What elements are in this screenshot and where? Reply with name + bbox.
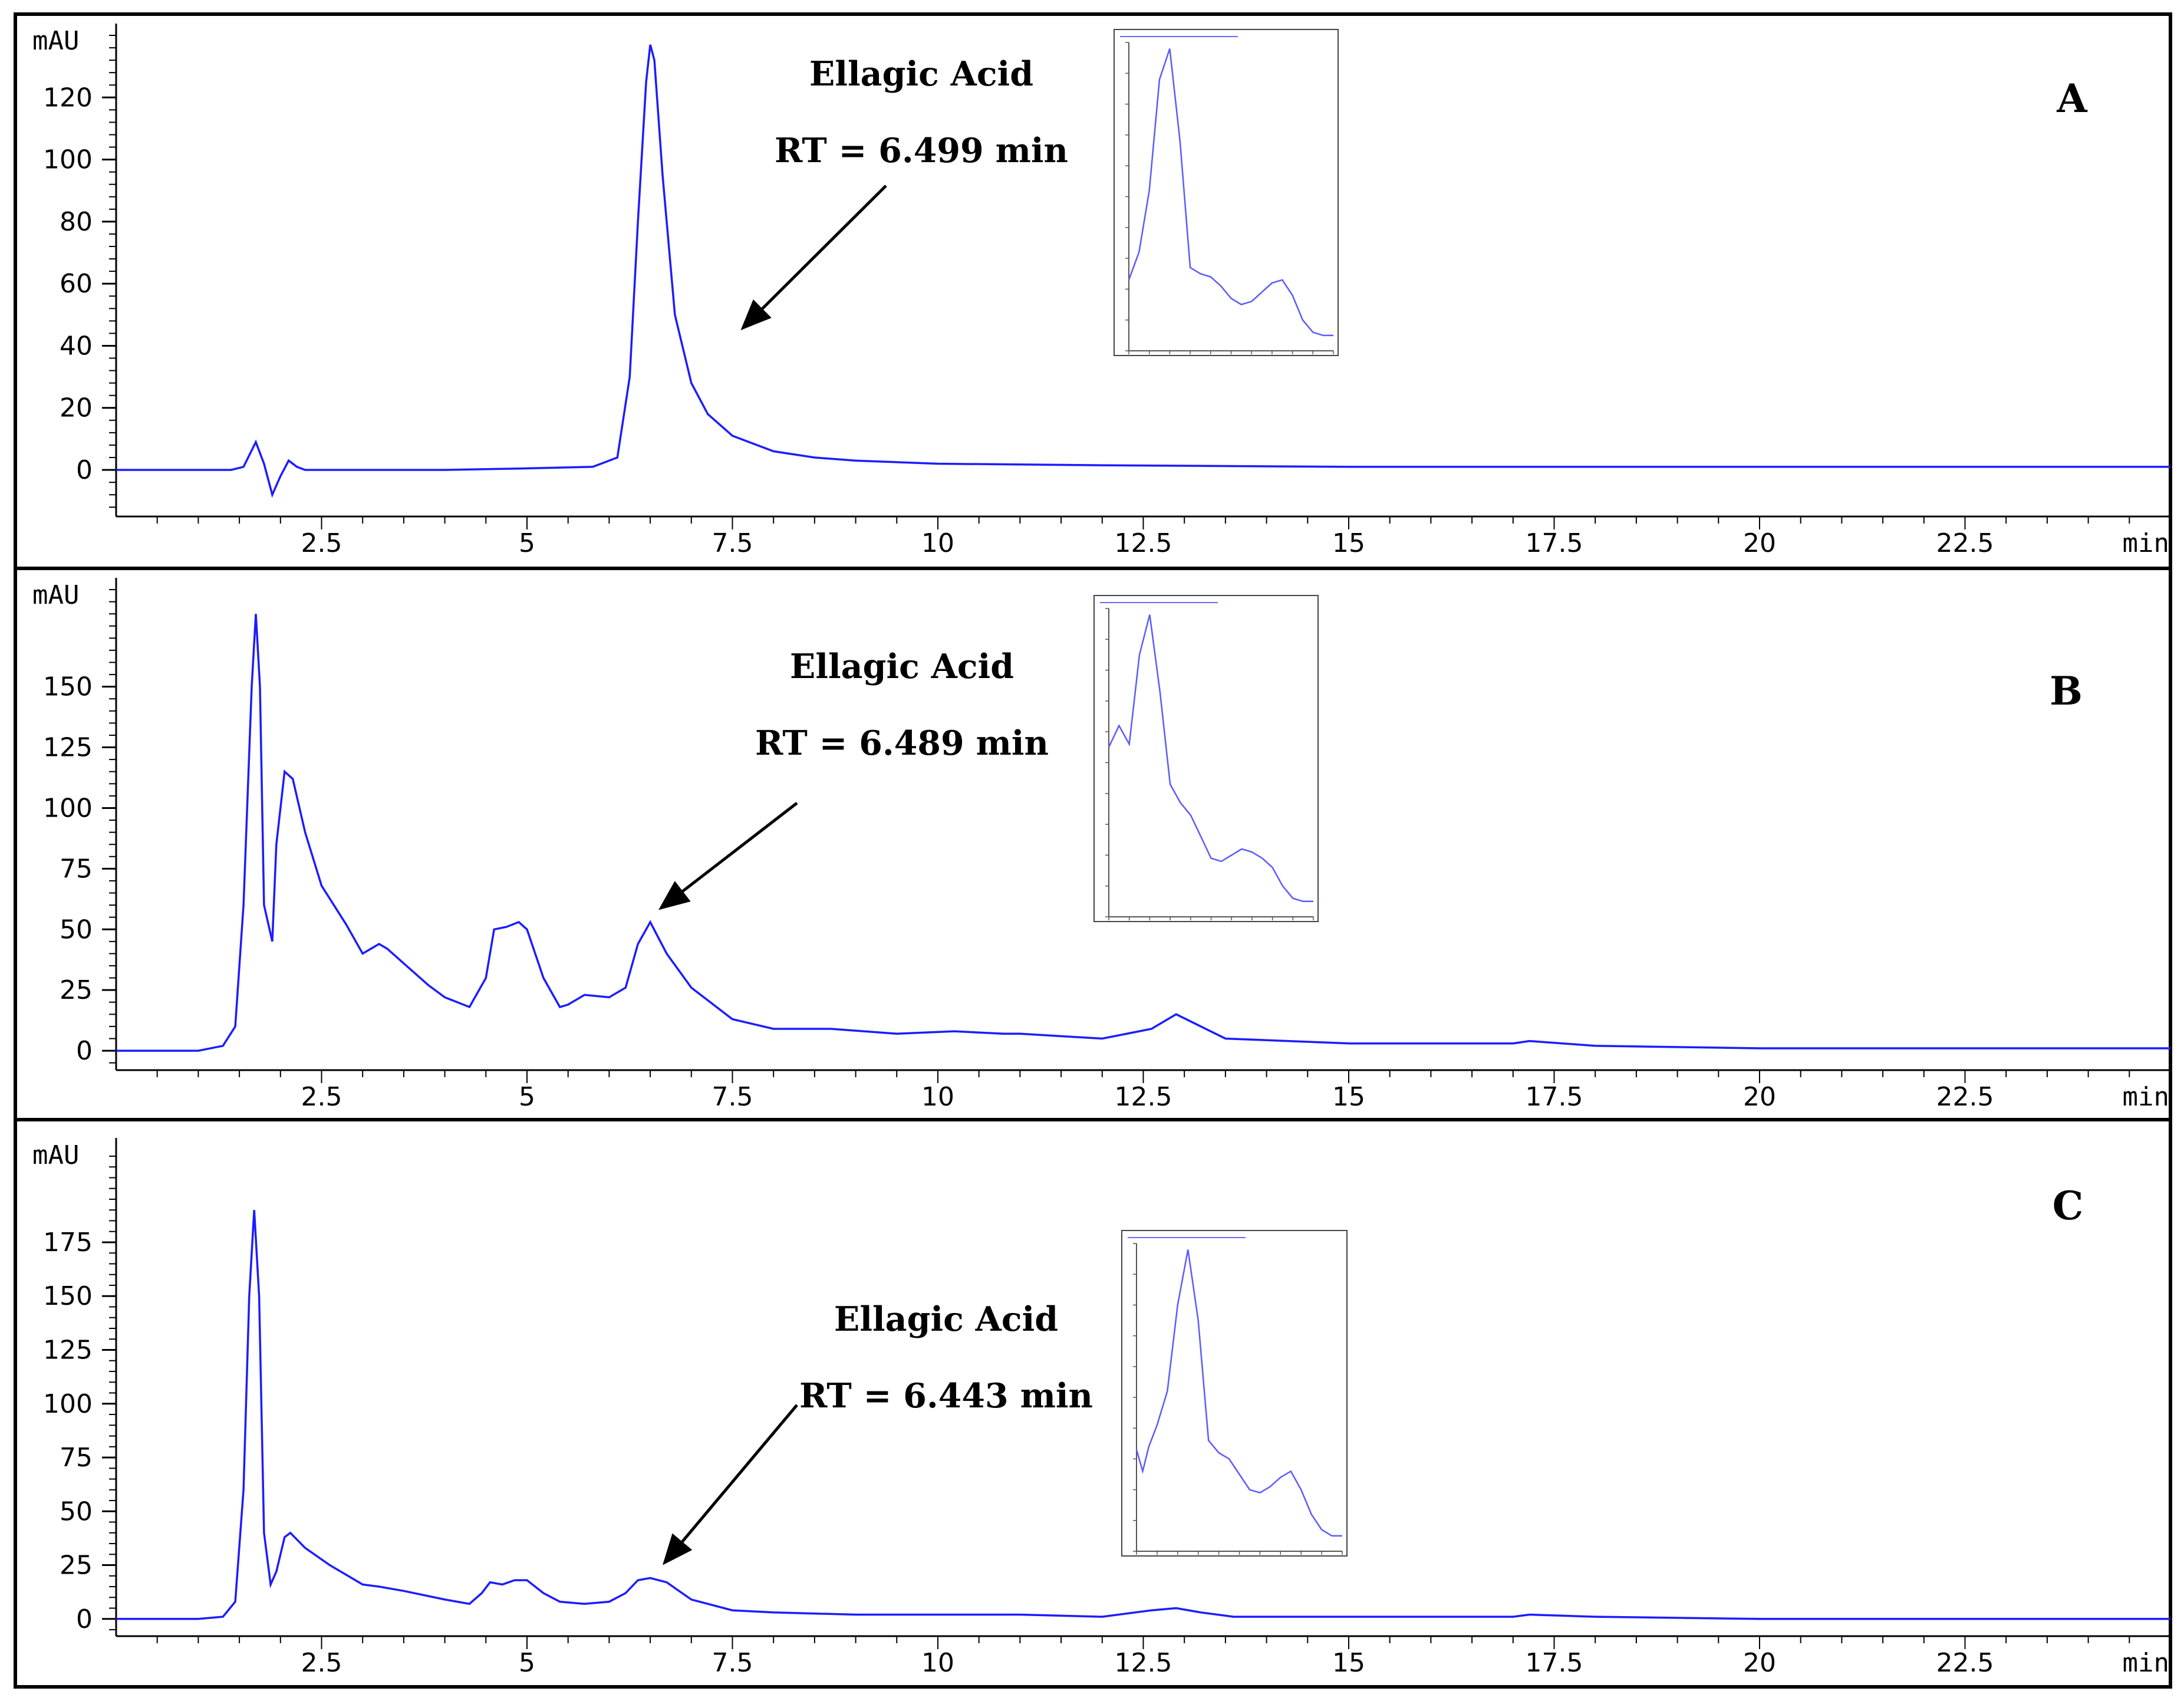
panel-c-x-tick-label: 12.5 — [1115, 1648, 1172, 1678]
panel-a-y-tick-label: 20 — [60, 393, 93, 423]
panel-c-retention-label: RT = 6.443 min — [799, 1376, 1093, 1416]
panel-c-arrow — [681, 1404, 798, 1543]
panel-b-x-tick-label: 5 — [519, 1082, 535, 1112]
panel-a-x-tick-label: 5 — [519, 528, 535, 558]
panel-a-y-tick-label: 60 — [60, 269, 93, 299]
panel-b-inset — [1093, 595, 1319, 922]
panel-a-inset-frame — [1114, 29, 1339, 356]
panel-a-arrow — [761, 185, 887, 310]
panel-c-x-tick-label: 2.5 — [301, 1648, 342, 1678]
panel-c-x-unit-label: min — [2123, 1648, 2169, 1678]
panel-b-y-tick-label: 150 — [43, 672, 93, 702]
panel-a-y-unit-label: mAU — [32, 26, 79, 56]
panel-c-y-tick-label: 75 — [60, 1443, 93, 1473]
panel-c-y-tick-label: 25 — [60, 1551, 93, 1581]
panel-b-y-unit-label: mAU — [32, 580, 79, 610]
panel-c-y-tick-label: 175 — [43, 1228, 93, 1258]
panel-c-x-tick-label: 22.5 — [1936, 1648, 1994, 1678]
panel-c-inset — [1121, 1230, 1348, 1557]
panel-b-x-tick-label: 2.5 — [301, 1082, 342, 1112]
panel-a-y-tick-label: 80 — [60, 207, 93, 237]
panel-c-x-tick-label: 17.5 — [1526, 1648, 1583, 1678]
panel-c-y-tick-label: 125 — [43, 1335, 93, 1365]
panel-c-inset-frame — [1121, 1230, 1348, 1557]
panel-b-letter: B — [2050, 668, 2083, 714]
panel-c-x-tick-label: 15 — [1332, 1648, 1365, 1678]
panel-a-x-tick-label: 2.5 — [301, 528, 342, 558]
panel-b-retention-label: RT = 6.489 min — [755, 723, 1049, 763]
panel-c-compound-label: Ellagic Acid — [834, 1299, 1058, 1339]
panel-a-y-tick-label: 0 — [76, 455, 93, 485]
panel-c-y-tick-label: 0 — [76, 1604, 93, 1634]
panel-c-x-tick-label: 5 — [519, 1648, 535, 1678]
panel-b-x-tick-label: 22.5 — [1936, 1082, 1994, 1112]
panel-a-x-tick-label: 10 — [921, 528, 954, 558]
panel-c: 2.5 5 7.5 10 12.5 15 17.5 20 22.5 0 25 50 75 100 125 15… — [14, 1118, 2172, 1689]
panel-c-inset-trace — [1135, 1249, 1342, 1537]
panel-b-arrow-head — [658, 881, 691, 910]
panel-c-arrow-head — [663, 1533, 693, 1565]
panel-c-x-tick-label: 10 — [921, 1648, 954, 1678]
panel-a: 2.5 5 7.5 10 12.5 15 17.5 20 22.5 0 20 40 60 80 100 120… — [14, 12, 2172, 570]
panel-c-axes: 2.5 5 7.5 10 12.5 15 17.5 20 22.5 0 25 50 75 100 125 15… — [32, 1138, 2170, 1678]
panel-b-y-tick-label: 25 — [60, 975, 93, 1005]
panel-b-y-tick-label: 0 — [76, 1036, 93, 1066]
panel-b-x-tick-label: 20 — [1743, 1082, 1776, 1112]
panel-b-x-unit-label: min — [2123, 1082, 2169, 1112]
panel-a-compound-label: Ellagic Acid — [809, 54, 1033, 94]
panel-a-x-tick-label: 12.5 — [1115, 528, 1172, 558]
panel-b-arrow — [681, 802, 798, 893]
panel-a-inset — [1114, 29, 1339, 356]
panel-b-x-tick-label: 12.5 — [1115, 1082, 1172, 1112]
panel-c-trace — [116, 1210, 2170, 1620]
panel-b: 2.5 5 7.5 10 12.5 15 17.5 20 22.5 0 25 50 75 100 125 15… — [14, 567, 2172, 1121]
panel-a-x-tick-label: 17.5 — [1526, 528, 1583, 558]
panel-c-x-tick-label: 20 — [1743, 1648, 1776, 1678]
panel-c-x-tick-label: 7.5 — [712, 1648, 753, 1678]
panel-a-inset-trace — [1128, 48, 1333, 337]
panel-c-y-tick-label: 150 — [43, 1281, 93, 1311]
panel-b-x-tick-label: 15 — [1332, 1082, 1365, 1112]
panel-a-arrow-head — [740, 299, 772, 331]
panel-b-compound-label: Ellagic Acid — [790, 647, 1014, 686]
panel-a-trace — [116, 44, 2170, 498]
panel-a-y-tick-label: 100 — [43, 145, 93, 175]
panel-b-y-tick-label: 75 — [60, 854, 93, 884]
panel-a-x-tick-label: 20 — [1743, 528, 1776, 558]
panel-a-letter: A — [2056, 75, 2087, 121]
panel-b-inset-trace — [1108, 614, 1313, 903]
panel-c-frame — [14, 1118, 2172, 1689]
panel-a-x-unit-label: min — [2123, 528, 2169, 558]
panel-b-x-tick-label: 7.5 — [712, 1082, 753, 1112]
panel-a-x-tick-label: 7.5 — [712, 528, 753, 558]
panel-a-x-tick-label: 22.5 — [1936, 528, 1994, 558]
panel-b-trace — [116, 614, 2170, 1052]
panel-a-y-tick-label: 40 — [60, 331, 93, 361]
panel-b-x-tick-label: 17.5 — [1526, 1082, 1583, 1112]
panel-c-y-tick-label: 100 — [43, 1389, 93, 1419]
panel-b-y-tick-label: 125 — [43, 733, 93, 763]
panel-a-y-tick-label: 120 — [43, 83, 93, 113]
panel-b-y-tick-label: 100 — [43, 793, 93, 823]
panel-b-x-tick-label: 10 — [921, 1082, 954, 1112]
panel-b-inset-frame — [1093, 595, 1319, 922]
panel-c-letter: C — [2053, 1183, 2084, 1229]
panel-b-y-tick-label: 50 — [60, 914, 93, 945]
panel-a-axes: 2.5 5 7.5 10 12.5 15 17.5 20 22.5 0 20 40 60 80 100 120… — [32, 24, 2170, 558]
panel-b-axes: 2.5 5 7.5 10 12.5 15 17.5 20 22.5 0 25 50 75 100 125 15… — [32, 578, 2170, 1112]
panel-c-y-unit-label: mAU — [32, 1140, 79, 1170]
panel-a-retention-label: RT = 6.499 min — [775, 131, 1068, 170]
panel-a-x-tick-label: 15 — [1332, 528, 1365, 558]
panel-c-y-tick-label: 50 — [60, 1496, 93, 1526]
